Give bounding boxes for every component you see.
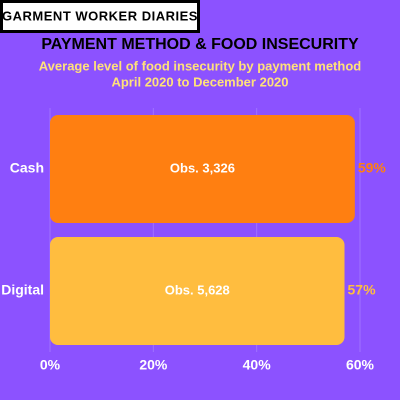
x-tick-label: 60% [346, 357, 375, 373]
x-tick-label: 20% [139, 357, 168, 373]
bar [50, 237, 345, 345]
subtitle: Average level of food insecurity by paym… [39, 58, 361, 73]
bar [50, 115, 355, 223]
bar-label: Obs. 5,628 [165, 282, 230, 297]
x-tick-label: 40% [243, 357, 272, 373]
bar-label: Obs. 3,326 [170, 160, 235, 175]
brand-badge [0, 0, 200, 33]
brand: GARMENT WORKER DIARIES [2, 8, 198, 23]
value-label: 57% [348, 282, 377, 298]
value-label: 59% [358, 160, 387, 176]
y-tick-label: Digital [1, 282, 44, 298]
chart-title: PAYMENT METHOD & FOOD INSECURITY [41, 36, 359, 53]
x-tick-label: 0% [40, 357, 61, 373]
y-tick-label: Cash [10, 160, 44, 176]
subtitle: April 2020 to December 2020 [111, 74, 288, 89]
